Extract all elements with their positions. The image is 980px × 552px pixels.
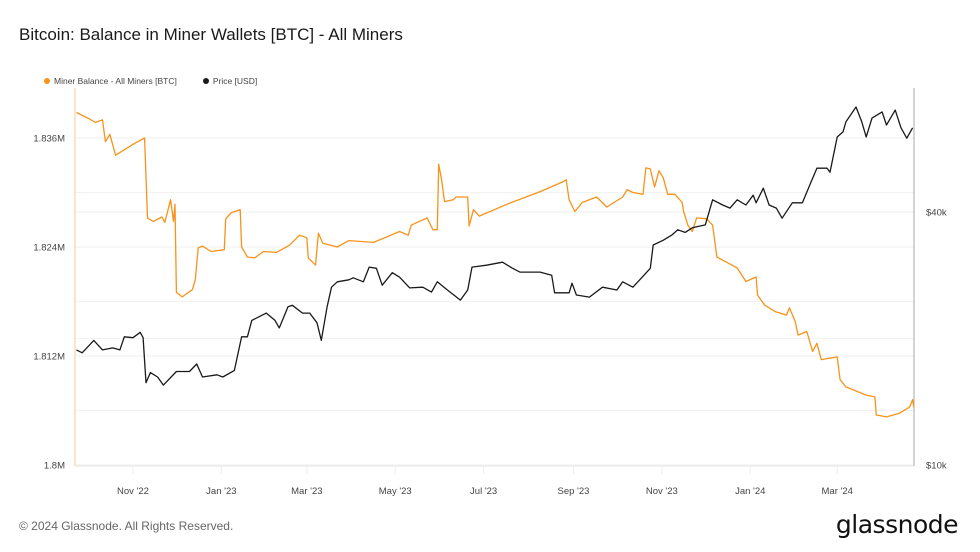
miner-balance-line (76, 111, 915, 418)
x-tick-label: Mar '23 (291, 486, 322, 497)
y-left-tick-label: 1.824M (33, 242, 65, 253)
legend-item-miner-balance[interactable]: Miner Balance - All Miners [BTC] (44, 76, 177, 86)
legend-dot-black-icon (202, 78, 209, 84)
x-tick-label: Mar '24 (822, 486, 853, 497)
legend-label: Miner Balance - All Miners [BTC] (54, 76, 177, 86)
legend: Miner Balance - All Miners [BTC] Price [… (44, 76, 257, 86)
y-left-tick-label: 1.836M (33, 133, 65, 144)
y-right-tick-label: $40k (926, 208, 947, 219)
glassnode-logo[interactable]: glassnode (835, 510, 959, 539)
right-axis-ticks: $10k $40k (926, 208, 947, 472)
x-tick-label: May '23 (379, 486, 412, 497)
x-tick-label: Nov '22 (117, 486, 149, 497)
price-line (76, 106, 914, 386)
x-tick-label: Jan '24 (735, 486, 765, 497)
gridlines (75, 137, 914, 466)
x-tick-label: Nov '23 (646, 486, 678, 497)
series-lines (76, 106, 915, 418)
left-axis-ticks: 1.8M 1.812M 1.824M 1.836M (33, 133, 65, 471)
copyright-footer: © 2024 Glassnode. All Rights Reserved. (19, 519, 234, 533)
y-left-tick-label: 1.8M (44, 461, 65, 472)
legend-dot-orange-icon (44, 78, 50, 84)
y-right-tick-label: $10k (926, 461, 947, 472)
legend-item-price[interactable]: Price [USD] (202, 76, 258, 86)
x-axis-ticks: Nov '22 Jan '23 Mar '23 May '23 Jul '23 Sep '… (117, 466, 853, 497)
x-tick-label: Sep '23 (558, 486, 590, 497)
chart-title: Bitcoin: Balance in Miner Wallets [BTC] … (19, 25, 403, 44)
legend-label: Price [USD] (212, 76, 258, 86)
y-left-tick-label: 1.812M (33, 351, 65, 362)
x-tick-label: Jul '23 (470, 486, 497, 497)
x-tick-label: Jan '23 (206, 486, 236, 497)
